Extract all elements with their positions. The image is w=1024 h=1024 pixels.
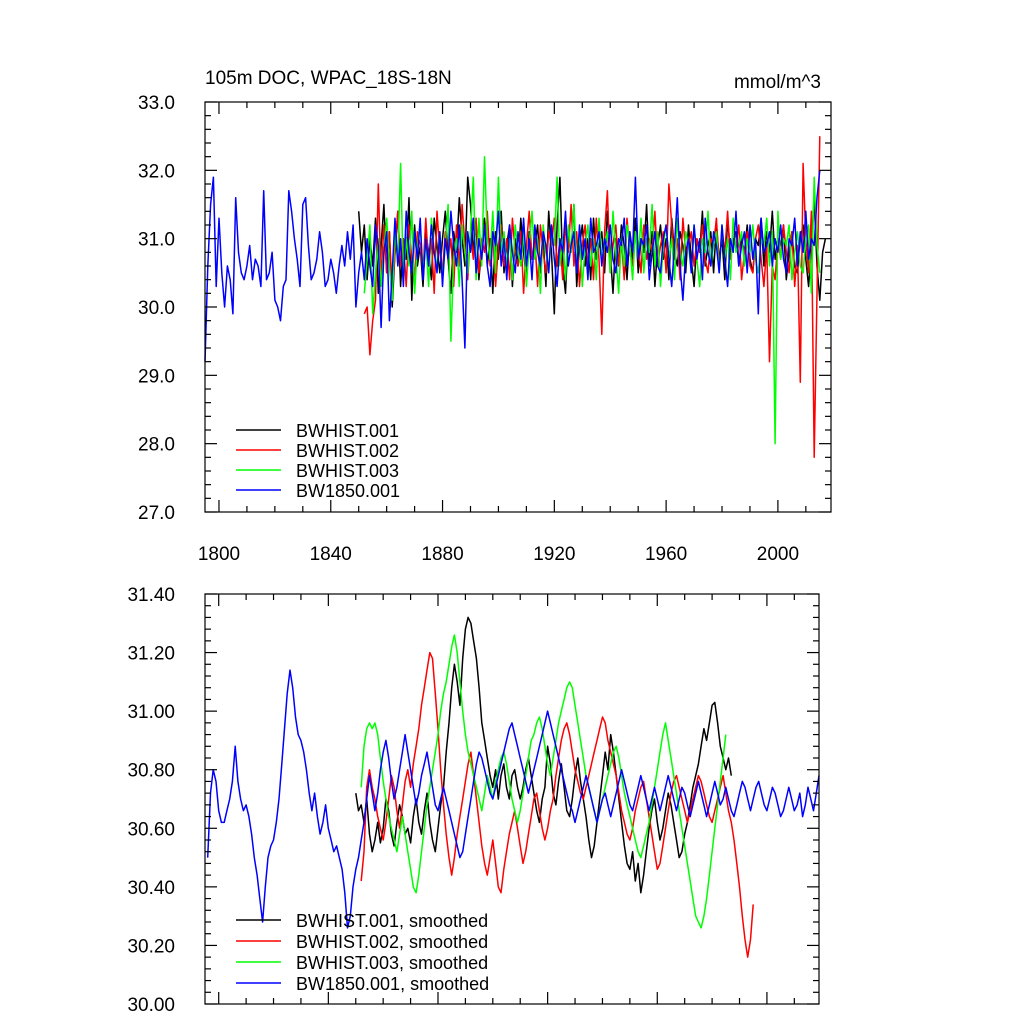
units-label: mmol/m^3: [734, 72, 821, 93]
y-tick-label: 27.0: [138, 503, 175, 524]
x-tick-label: 1840: [310, 544, 352, 565]
y-tick-label: 31.40: [127, 585, 175, 606]
y-tick-label: 32.0: [138, 161, 175, 182]
x-tick-label: 1800: [198, 544, 240, 565]
y-tick-label: 30.20: [127, 936, 175, 957]
plot-area: [204, 136, 827, 459]
legend-label: BWHIST.002: [296, 441, 399, 461]
x-tick-label: 1960: [645, 544, 687, 565]
y-tick-label: 33.0: [138, 93, 175, 114]
y-tick-label: 31.20: [127, 644, 175, 665]
series-line-2: [363, 136, 821, 459]
legend-label: BW1850.001, smoothed: [296, 974, 489, 994]
plot-frame: [204, 593, 820, 1005]
legend-label: BWHIST.002, smoothed: [296, 932, 488, 952]
series-line-4: [206, 669, 820, 929]
series-line-2: [360, 651, 754, 958]
y-tick-label: 29.0: [138, 366, 175, 387]
series-line-3: [363, 155, 821, 445]
y-tick-label: 30.40: [127, 878, 175, 899]
chart-title: 105m DOC, WPAC_18S-18N: [205, 68, 452, 89]
y-tick-label: 30.0: [138, 298, 175, 319]
legend-label: BWHIST.003, smoothed: [296, 953, 488, 973]
y-tick-label: 31.0: [138, 230, 175, 251]
y-tick-label: 28.0: [138, 435, 175, 456]
x-tick-label: 1880: [421, 544, 463, 565]
bottom-panel: 30.00 30.20 30.40 30.60 30.80 31.00 31.20 31.40…: [127, 585, 820, 1016]
legend-label: BWHIST.001: [296, 421, 399, 441]
legend-label: BW1850.001: [296, 481, 400, 501]
y-tick-label: 30.80: [127, 761, 175, 782]
legend-label: BWHIST.003: [296, 461, 399, 481]
series-line-4: [204, 170, 821, 362]
series-line-1: [355, 616, 733, 894]
y-tick-label: 31.00: [127, 702, 175, 723]
series-line-3: [360, 634, 727, 929]
y-tick-label: 30.00: [127, 995, 175, 1016]
x-tick-label: 2000: [757, 544, 799, 565]
y-tick-label: 30.60: [127, 819, 175, 840]
legend-label: BWHIST.001, smoothed: [296, 911, 488, 931]
top-panel: 1800 1840 1880 1920 1960 2000 27.0 28.0 29.0 30.0…: [138, 68, 832, 565]
x-tick-label: 1920: [533, 544, 575, 565]
plot-area: [206, 616, 820, 958]
